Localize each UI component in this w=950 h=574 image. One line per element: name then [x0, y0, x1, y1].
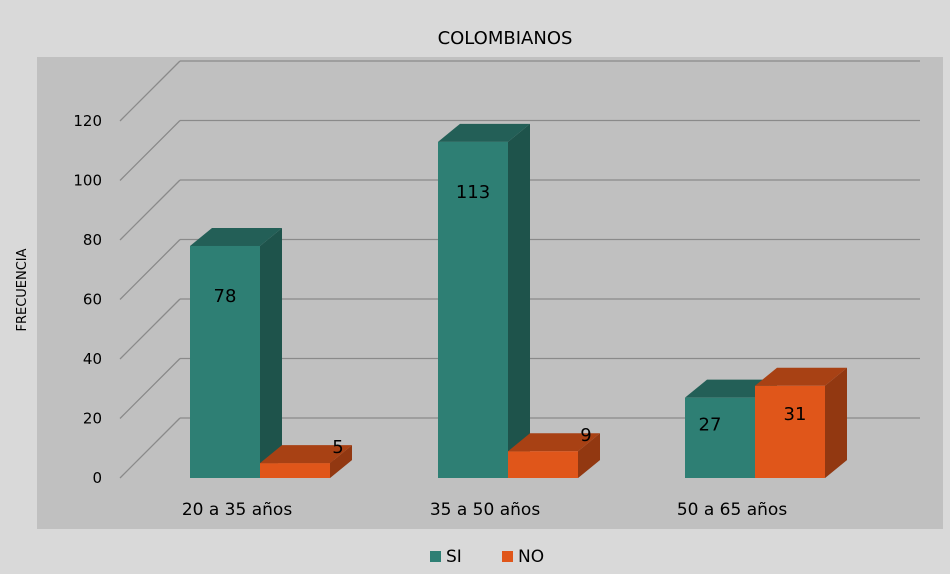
- y-tick-label: 100: [73, 172, 102, 190]
- y-tick-label: 80: [83, 231, 102, 249]
- data-labels: 78 5 113 9 27 31: [214, 182, 807, 458]
- x-tick-label: 20 a 35 años: [182, 500, 292, 520]
- bar-no: [508, 451, 578, 478]
- gridline-side: [119, 60, 181, 122]
- bar-si: [438, 141, 508, 478]
- gridline-side: [119, 417, 181, 479]
- legend-swatch-si: [430, 551, 441, 562]
- y-tick-label: 60: [83, 291, 102, 309]
- gridline-side: [119, 298, 181, 360]
- bar-no: [755, 385, 825, 478]
- data-label: 113: [456, 182, 490, 203]
- bar-no-side: [578, 433, 600, 478]
- bar-no-top: [260, 445, 352, 464]
- gridline-side: [119, 179, 181, 241]
- legend-label-si: SI: [446, 547, 462, 567]
- chart-title: COLOMBIANOS: [438, 28, 573, 49]
- bar-no-side: [825, 367, 847, 478]
- bar-si-top: [685, 379, 777, 398]
- bar-si-top: [190, 227, 282, 246]
- x-axis-categories: 20 a 35 años 35 a 50 años 50 a 65 años: [182, 500, 787, 520]
- y-axis-label: FRECUENCIA: [15, 248, 30, 331]
- y-tick-label: 0: [92, 469, 102, 487]
- bar-no-top: [755, 367, 847, 386]
- y-tick-label: 20: [83, 410, 102, 428]
- gridline-side: [119, 358, 181, 419]
- data-label: 78: [214, 286, 237, 307]
- data-label: 9: [580, 425, 591, 446]
- bar-si: [685, 397, 755, 478]
- bar-si-top: [438, 123, 530, 142]
- y-axis-ticks: 0 20 40 60 80 100 120: [73, 112, 102, 487]
- legend-swatch-no: [502, 551, 513, 562]
- y-tick-label: 120: [73, 112, 102, 130]
- bar-no: [260, 463, 330, 478]
- gridlines: [119, 60, 920, 479]
- gridline-side: [119, 120, 181, 181]
- data-label: 5: [332, 437, 343, 458]
- legend: SI NO: [430, 547, 544, 567]
- x-tick-label: 50 a 65 años: [677, 500, 787, 520]
- data-label: 27: [699, 415, 722, 436]
- legend-label-no: NO: [518, 547, 544, 567]
- x-tick-label: 35 a 50 años: [430, 500, 540, 520]
- bar-si-side: [508, 123, 530, 478]
- data-label: 31: [784, 404, 807, 425]
- gridline-side: [119, 239, 181, 300]
- bars: [190, 123, 847, 478]
- bar-no-side: [330, 445, 352, 478]
- y-tick-label: 40: [83, 350, 102, 368]
- bar-si-side: [260, 227, 282, 478]
- bar-no-top: [508, 433, 600, 452]
- bar-si: [190, 245, 260, 478]
